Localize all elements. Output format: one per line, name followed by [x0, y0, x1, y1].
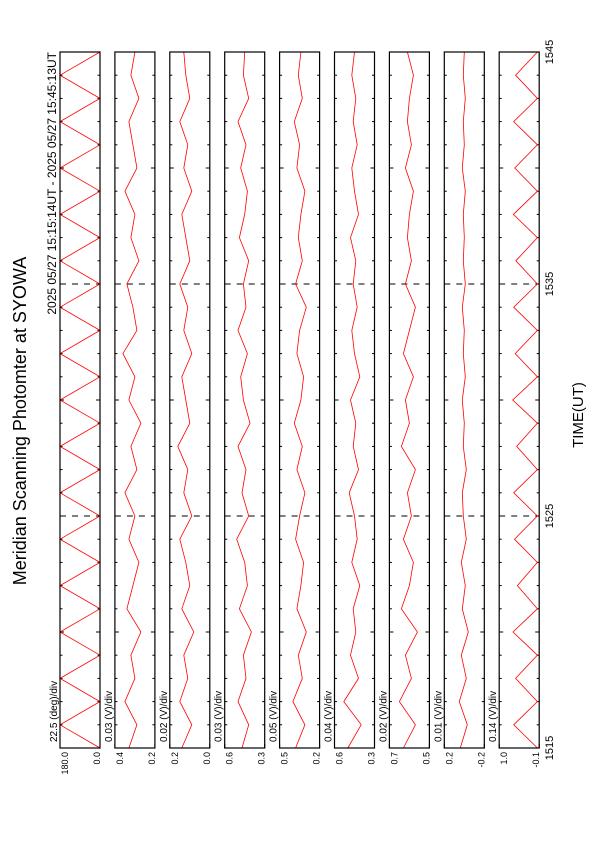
y-tick-label: 0.7: [389, 752, 399, 765]
panel-frame: [169, 51, 211, 749]
scale-label: 0.04 (V)/div: [324, 691, 335, 742]
x-axis-label: TIME(UT): [570, 382, 587, 448]
y-tick-label: 0.2: [312, 752, 322, 765]
y-tick-label: 0.2: [170, 752, 180, 765]
panel-frame: [279, 51, 321, 749]
y-tick-label: 0.5: [421, 752, 431, 765]
y-tick-label: 0.4: [115, 752, 125, 765]
trace: [512, 51, 538, 749]
panel-frame: [443, 51, 485, 749]
panel-frame: [59, 51, 101, 749]
chart-title: Meridian Scanning Photomter at SYOWA: [10, 257, 30, 585]
trace: [122, 51, 142, 749]
trace: [177, 51, 195, 749]
y-tick-label: 180.0: [60, 752, 70, 775]
scale-label: 22.5 (deg)/div: [49, 681, 60, 742]
y-tick-label: 0.6: [225, 752, 235, 765]
panel-frame: [498, 51, 540, 749]
panel-frame: [224, 51, 266, 749]
scale-label: 0.05 (V)/div: [269, 691, 280, 742]
x-tick-label: 1515: [544, 736, 556, 760]
panel-frame: [333, 51, 376, 749]
y-tick-label: 0.6: [335, 752, 345, 765]
y-tick-label: 0.0: [202, 752, 212, 765]
trace: [398, 51, 418, 749]
scale-label: 0.02 (V)/div: [378, 691, 389, 742]
y-tick-label: 0.3: [367, 752, 377, 765]
scale-label: 0.03 (V)/div: [214, 691, 225, 742]
trace: [292, 51, 307, 749]
x-tick-label: 1535: [544, 272, 556, 296]
scale-label: 0.03 (V)/div: [104, 691, 115, 742]
subtitle: 2025 05/27 15:15:14UT - 2025 05/27 15:45…: [45, 51, 59, 314]
panel-frame: [388, 51, 430, 749]
x-tick-label: 1525: [544, 504, 556, 528]
y-tick-label: 0.2: [444, 752, 454, 765]
trace: [458, 51, 469, 749]
scale-label: 0.02 (V)/div: [159, 691, 170, 742]
x-tick-label: 1545: [544, 40, 556, 64]
panel-frame: [114, 51, 156, 749]
y-tick-label: 1.0: [499, 752, 509, 765]
plot-area: Meridian Scanning Photomter at SYOWA 202…: [10, 40, 587, 775]
scale-label: 0.01 (V)/div: [433, 691, 444, 742]
y-tick-label: 0.0: [92, 752, 102, 765]
y-tick-label: -0.1: [531, 752, 541, 768]
trace: [236, 51, 252, 749]
trace: [59, 51, 101, 749]
y-tick-label: -0.2: [476, 752, 486, 768]
y-tick-label: 0.3: [257, 752, 267, 765]
scale-label: 0.14 (V)/div: [488, 691, 499, 742]
trace: [343, 51, 362, 749]
y-tick-label: 0.2: [147, 752, 157, 765]
y-tick-label: 0.5: [280, 752, 290, 765]
